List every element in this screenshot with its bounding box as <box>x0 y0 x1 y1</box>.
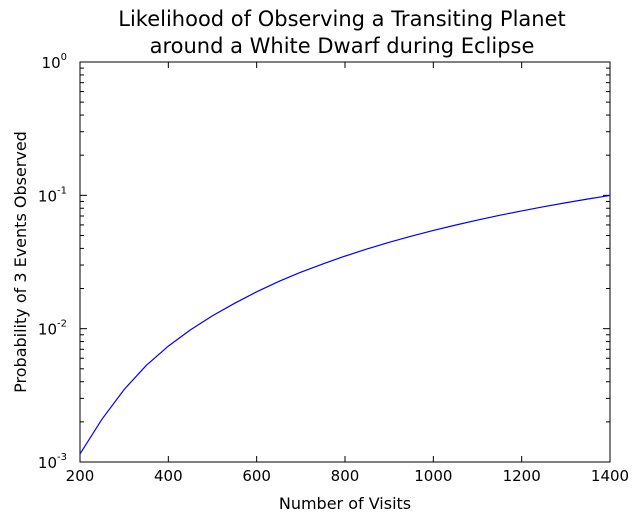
x-tick-label: 1400 <box>591 467 629 485</box>
series-line-0 <box>79 194 611 455</box>
x-tick-label: 200 <box>66 467 95 485</box>
y-tick-base: 10 <box>38 321 57 339</box>
chart-title-line-1: Likelihood of Observing a Transiting Pla… <box>118 7 565 31</box>
x-ticks: 200 400 600 800 1000 1200 1400 <box>66 62 629 485</box>
y-tick-label: 100 <box>42 52 67 72</box>
y-tick-label: 10-1 <box>38 185 67 205</box>
x-tick-label: 1200 <box>503 467 541 485</box>
plot-lines <box>79 194 611 455</box>
x-tick-label: 800 <box>331 467 360 485</box>
y-tick-base: 10 <box>42 54 61 72</box>
x-tick-label: 600 <box>242 467 271 485</box>
y-tick-exponent: -3 <box>57 452 67 463</box>
y-axis-label: Probability of 3 Events Observed <box>11 131 30 393</box>
y-tick-exponent: -1 <box>57 185 67 196</box>
y-tick-label: 10-2 <box>38 319 67 339</box>
x-tick-label: 1000 <box>414 467 452 485</box>
y-tick-label: 10-3 <box>38 452 67 472</box>
x-axis-label: Number of Visits <box>279 494 411 513</box>
chart-title-line-2: around a White Dwarf during Eclipse <box>150 34 535 58</box>
y-tick-base: 10 <box>38 454 57 472</box>
plot-area <box>79 61 611 463</box>
y-tick-base: 10 <box>38 187 57 205</box>
y-tick-exponent: -2 <box>57 319 67 330</box>
x-tick-label: 400 <box>154 467 183 485</box>
y-tick-exponent: 0 <box>61 52 67 63</box>
